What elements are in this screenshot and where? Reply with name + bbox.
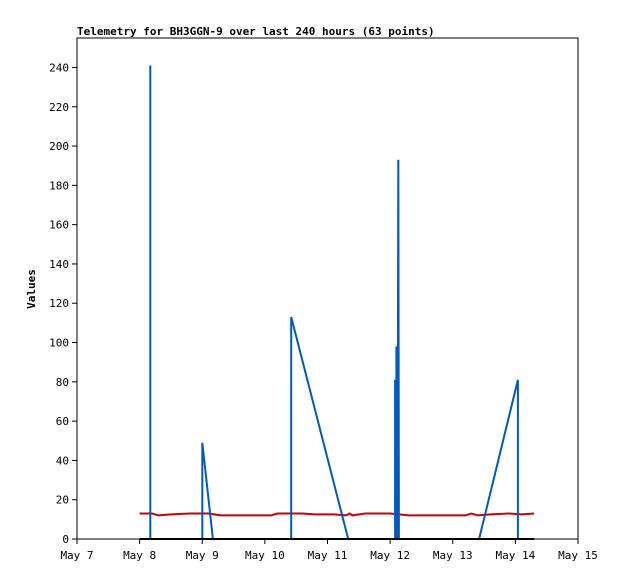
- y-tick-label: 180: [49, 179, 69, 192]
- x-tick-label: May 7: [60, 549, 93, 562]
- y-tick-label: 60: [56, 415, 69, 428]
- y-tick-label: 240: [49, 61, 69, 74]
- y-tick-label: 120: [49, 297, 69, 310]
- x-tick-label: May 15: [558, 549, 598, 562]
- y-tick-label: 0: [62, 533, 69, 546]
- series-line-1: [139, 512, 535, 517]
- x-tick-label: May 14: [496, 549, 536, 562]
- y-axis: 0 20 40 60 80 100 120 140 160 180 200 220 240: [49, 61, 77, 546]
- x-tick-label: May 10: [245, 549, 285, 562]
- y-tick-label: 80: [56, 376, 69, 389]
- x-tick-label: May 13: [433, 549, 473, 562]
- y-axis-label: Values: [25, 269, 38, 309]
- y-tick-label: 160: [49, 219, 69, 232]
- series-layer: [139, 65, 535, 540]
- chart-title: Telemetry for BH3GGN-9 over last 240 hou…: [77, 25, 435, 38]
- x-axis: May 7 May 8 May 9 May 10 May 11 May 12 May 13 M…: [60, 539, 598, 562]
- x-tick-label: May 11: [308, 549, 348, 562]
- plot-area: [76, 37, 579, 540]
- y-tick-label: 100: [49, 337, 69, 350]
- x-tick-label: May 12: [370, 549, 410, 562]
- y-tick-label: 40: [56, 454, 69, 467]
- y-tick-label: 20: [56, 494, 69, 507]
- y-tick-label: 200: [49, 140, 69, 153]
- x-tick-label: May 8: [123, 549, 156, 562]
- y-tick-label: 220: [49, 101, 69, 114]
- x-tick-label: May 9: [186, 549, 219, 562]
- y-tick-label: 140: [49, 258, 69, 271]
